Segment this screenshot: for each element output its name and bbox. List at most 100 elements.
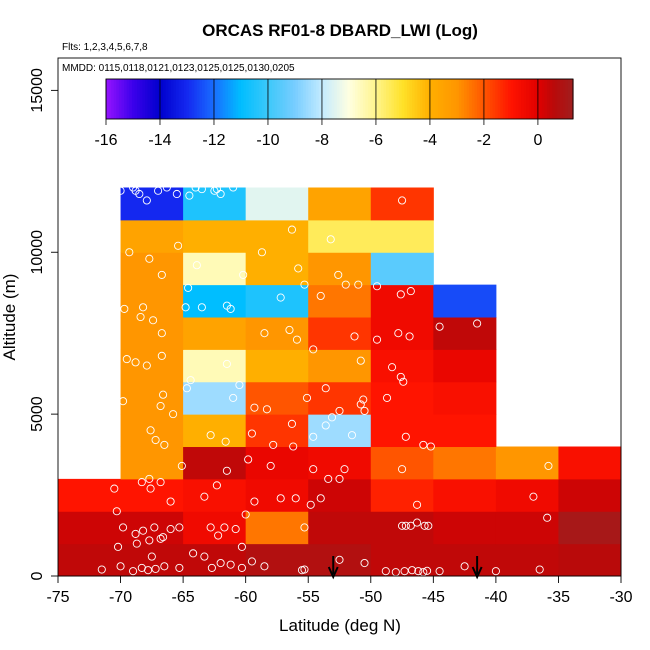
colorbar-segment [214, 79, 219, 119]
sample-point [172, 189, 181, 199]
sample-point [197, 303, 206, 312]
sample-point [110, 241, 119, 250]
heatmap-cell [183, 284, 247, 318]
colorbar-segment [186, 79, 190, 119]
colorbar-segment [399, 79, 403, 119]
colorbar-segment [362, 79, 367, 119]
colorbar-segment [487, 79, 491, 119]
sample-point [321, 421, 330, 430]
colorbar-segment [209, 79, 213, 119]
colorbar-segment [264, 79, 268, 119]
sample-point [221, 437, 230, 446]
heatmap-cell [120, 284, 184, 318]
colorbar-segment [316, 79, 320, 119]
sample-point [214, 531, 223, 540]
colorbar-segment [160, 79, 164, 119]
heatmap-cell [370, 414, 434, 448]
colorbar-segment [349, 79, 354, 119]
sample-point [166, 497, 175, 506]
sample-point [309, 345, 318, 354]
sample-point [396, 372, 405, 381]
heatmap-cell [120, 219, 184, 253]
colorbar-segment [269, 79, 273, 119]
sample-point [150, 523, 159, 532]
y-tick-label: 0 [29, 571, 46, 580]
sample-point [135, 189, 144, 199]
sample-point [247, 429, 256, 438]
sample-point [387, 363, 397, 372]
colorbar-segment [295, 79, 299, 119]
x-tick-label: -70 [109, 589, 132, 606]
heatmap-cell [245, 414, 309, 448]
sample-point [260, 329, 269, 338]
sample-point [206, 523, 215, 532]
sample-point [175, 563, 184, 572]
sample-point [216, 559, 225, 568]
colorbar-segment [152, 79, 156, 119]
colorbar-segment [489, 79, 494, 119]
sample-point [360, 406, 369, 415]
colorbar-segment [129, 79, 133, 119]
sample-point [186, 376, 195, 385]
colorbar-segment [554, 79, 559, 119]
heatmap-cell [120, 381, 184, 415]
sample-point [473, 319, 482, 328]
sample-point [162, 183, 171, 192]
sample-point [156, 401, 165, 411]
colorbar-segment [331, 79, 335, 119]
sample-point [151, 435, 160, 445]
colorbar-segment [131, 79, 136, 119]
sample-point [156, 478, 165, 487]
colorbar-segment [220, 79, 224, 119]
colorbar-segment [126, 79, 130, 119]
colorbar-segment [300, 79, 304, 119]
colorbar-tick-label: -10 [256, 132, 279, 149]
sample-point [197, 185, 206, 194]
colorbar-segment [370, 79, 374, 119]
sample-point [144, 566, 153, 575]
heatmap-cell [183, 381, 247, 415]
colorbar-segment [508, 79, 512, 119]
sample-point [334, 270, 343, 279]
colorbar-segment [396, 79, 400, 119]
colorbar-segment [261, 79, 265, 119]
sample-point [222, 359, 231, 368]
colorbar-segment [204, 79, 208, 119]
sample-point [300, 280, 309, 289]
heatmap-cell [245, 446, 309, 480]
colorbar-segment [430, 79, 434, 119]
sample-point [129, 567, 138, 576]
sample-point [231, 525, 240, 534]
colorbar-segment [144, 79, 149, 119]
colorbar-segment [425, 79, 429, 119]
sample-point [139, 526, 148, 535]
colorbar-segment [139, 79, 143, 119]
sample-point [316, 291, 325, 301]
colorbar-segment [406, 79, 411, 119]
colorbar-segment [510, 79, 514, 119]
sample-point [324, 474, 333, 483]
colorbar-segment [183, 79, 188, 119]
sample-point [157, 351, 166, 360]
colorbar-segment [360, 79, 364, 119]
colorbar-segment [448, 79, 452, 119]
colorbar-segment [310, 79, 315, 119]
sample-point [175, 523, 184, 532]
sample-point [401, 521, 410, 530]
colorbar-frame [105, 78, 574, 120]
colorbar-segment [440, 79, 444, 119]
sample-point [266, 461, 275, 470]
heatmap-cell [433, 543, 497, 577]
colorbar-segment [357, 79, 361, 119]
sample-point [156, 534, 165, 543]
colorbar-segment [108, 79, 112, 119]
latitude-arrow [327, 556, 339, 580]
colorbar-tick-label: -2 [477, 132, 491, 149]
sample-point [306, 500, 315, 509]
sample-point [97, 565, 106, 574]
colorbar-segment [513, 79, 517, 119]
colorbar-segment [157, 79, 162, 119]
colorbar-segment [461, 79, 465, 119]
y-axis-label: Altitude (m) [0, 274, 19, 361]
colorbar-segment [292, 79, 296, 119]
